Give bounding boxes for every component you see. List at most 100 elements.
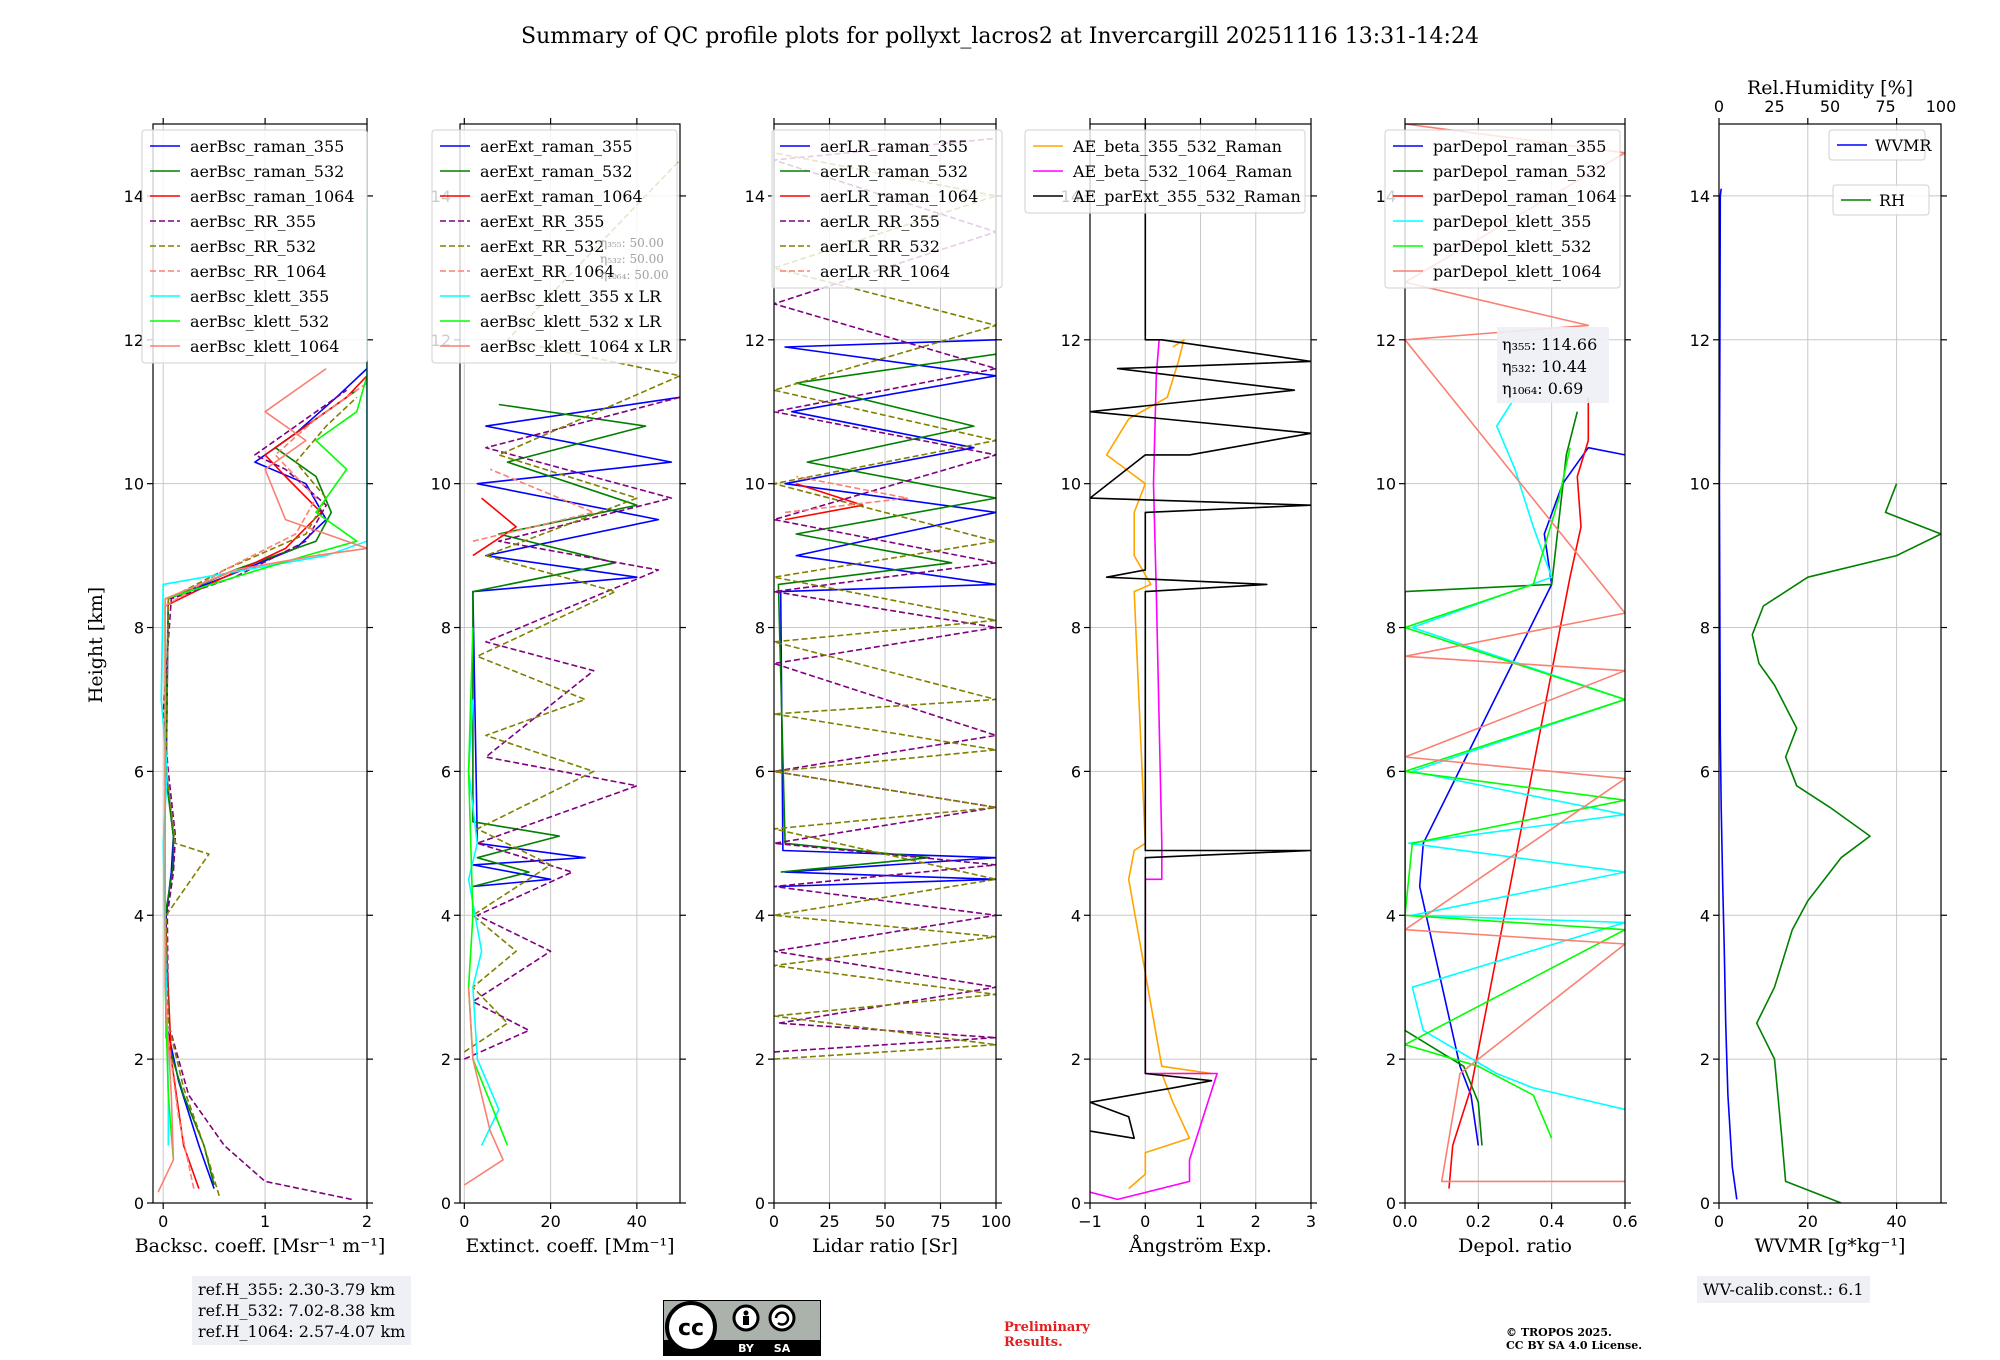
x-axis-label: Extinct. coeff. [Mm⁻¹] [465,1235,674,1257]
legend-entry-label: parDepol_klett_355 [1433,212,1591,231]
y-tick-label: 8 [755,619,765,638]
legend-entry-label: aerExt_RR_355 [480,212,604,231]
series-parDepol_klett_355 [1407,396,1625,1111]
y-tick-label: 6 [1386,762,1396,781]
x-tick-label: 0.2 [1466,1212,1491,1231]
series-aerBsc_raman_532 [164,389,358,1186]
by-label: BY [738,1342,755,1355]
legend-WVMR: WVMR [1828,129,1932,161]
series-aerBsc_klett_1064 [157,367,367,1193]
x-axis-label: Backsc. coeff. [Msr⁻¹ m⁻¹] [135,1235,386,1257]
y-tick-label: 14 [745,187,765,206]
series-aerExt_raman_1064 [472,497,517,557]
series-aerBsc_klett_355 [160,210,367,1146]
series-aerBsc_RR_1064 [164,382,367,1189]
legend-entry-label: aerLR_raman_355 [820,137,968,156]
legend-entry-label: aerExt_RR_532 [480,237,604,256]
eta-annotation: η₃₅₅: 114.66 η₅₃₂: 10.44 η₁₀₆₄: 0.69 [1497,327,1609,403]
x-tick-label: 2 [362,1212,372,1231]
legend-entry-label: aerBsc_RR_532 [190,237,316,256]
series-aerBsc_RR_532 [165,396,358,1197]
legend-entry-label: parDepol_klett_1064 [1433,262,1602,281]
ref-height-1064: ref.H_1064: 2.57-4.07 km [198,1322,406,1341]
x-tick-label: 1 [260,1212,270,1231]
legend-entry-label: aerBsc_raman_355 [190,137,344,156]
y-tick-label: 2 [441,1050,451,1069]
plot-frame [459,123,681,1204]
plot-frame [1404,123,1626,1204]
legend: aerBsc_raman_355 aerBsc_raman_532 aerBsc_r… [141,129,368,364]
panel-lidar-ratio: 0 2 4 6 8 10 12 14 0 25 50 75 100 Lidar ratio [Sr] aer… [745,118,1012,1257]
legend-entry-label: parDepol_klett_532 [1433,237,1591,256]
y-tick-label: 0 [441,1194,451,1213]
y-tick-label: 10 [1061,475,1081,494]
y-tick-label: 12 [1376,331,1396,350]
copyright-note: © TROPOS 2025. CC BY SA 4.0 License. [1506,1326,1642,1352]
y-tick-label: 0 [134,1194,144,1213]
x-tick-label: 40 [1886,1212,1906,1231]
series-aerBsc_klett_1064 x LR [463,987,504,1186]
x-tick-label: 0 [1140,1212,1150,1231]
y-tick-label: 12 [745,331,765,350]
panel-wvmr: 0 2 4 6 8 10 12 14 0 20 40 WVMR [g*kg⁻¹] 0 25 50 75 100 R… [1690,77,1957,1257]
wv-calib-const: WV-calib.const.: 6.1 [1703,1280,1864,1299]
x-tick-label: 0 [459,1212,469,1231]
x-axis-label: Ångström Exp. [1128,1235,1272,1257]
legend-entry-label: aerBsc_klett_1064 [190,337,339,356]
y-tick-label: 2 [134,1050,144,1069]
x-tick-label: 0 [158,1212,168,1231]
plot-frame [773,123,997,1204]
x-tick-label: −1 [1078,1212,1102,1231]
x-tick-label: 2 [1251,1212,1261,1231]
legend-entry-label: aerLR_RR_532 [820,237,940,256]
legend-entry-label: AE_parExt_355_532_Raman [1072,187,1301,206]
cc-by-sa-logo: cc BY SA [663,1300,821,1356]
x-tick-label: 0.6 [1612,1212,1637,1231]
series-aerLR_raman_355 [778,339,996,888]
legend-entry-label: RH [1879,191,1905,210]
x-tick-label: 100 [981,1212,1012,1231]
x-tick-label: 1 [1195,1212,1205,1231]
y-tick-label: 8 [1071,619,1081,638]
preliminary-line-1: Preliminary [1004,1320,1090,1335]
legend-entry-label: aerExt_raman_532 [480,162,633,181]
ref-height-355: ref.H_355: 2.30-3.79 km [198,1280,396,1299]
cc-circle-icon [665,1301,717,1353]
legend-entry-label: aerBsc_raman_1064 [190,187,355,206]
series-AE_parExt_355_532_Raman [1090,124,1311,1140]
sa-label: SA [774,1342,791,1355]
legend-entry-label: parDepol_raman_532 [1433,162,1606,181]
legend-entry-label: aerBsc_klett_1064 x LR [480,337,672,356]
legend: aerLR_raman_355 aerLR_raman_532 aerLR_rama… [771,129,1003,289]
eta-line: η₅₃₂: 50.00 [600,252,664,266]
top-tick-label: 25 [1764,97,1784,116]
legend-entry-label: aerExt_raman_1064 [480,187,643,206]
series-aerExt_raman_532 [472,403,647,888]
series-aerLR_raman_1064 [784,482,864,521]
top-tick-label: 0 [1714,97,1724,116]
y-tick-label: 10 [1690,475,1710,494]
x-axis-label: Lidar ratio [Sr] [812,1235,958,1257]
cc-mark: cc [678,1316,704,1341]
legend-entry-label: aerBsc_RR_1064 [190,262,326,281]
eta-line: η₅₃₂: 10.44 [1502,357,1587,376]
legend-entry-label: aerLR_raman_1064 [820,187,978,206]
eta-line: η₃₅₅: 114.66 [1502,335,1597,354]
y-tick-label: 8 [1386,619,1396,638]
legend: AE_beta_355_532_Raman AE_beta_532_1064_Ra… [1024,129,1306,214]
eta-annotation: η₃₅₅: 50.00 η₅₃₂: 50.00 η₁₀₆₄: 50.00 [600,236,669,282]
copyright-line-1: © TROPOS 2025. [1506,1326,1612,1339]
y-tick-label: 0 [755,1194,765,1213]
legend: aerExt_raman_355 aerExt_raman_532 aerExt_r… [431,129,678,364]
y-tick-label: 0 [1386,1194,1396,1213]
legend-entry-label: aerBsc_klett_355 x LR [480,287,662,306]
figure-title: Summary of QC profile plots for pollyxt_… [521,24,1479,49]
y-tick-label: 6 [755,762,765,781]
x-tick-label: 0.0 [1392,1212,1417,1231]
y-tick-label: 4 [1700,906,1710,925]
series-aerExt_RR_532 [463,159,680,1053]
x-axis-label: Depol. ratio [1458,1235,1572,1257]
